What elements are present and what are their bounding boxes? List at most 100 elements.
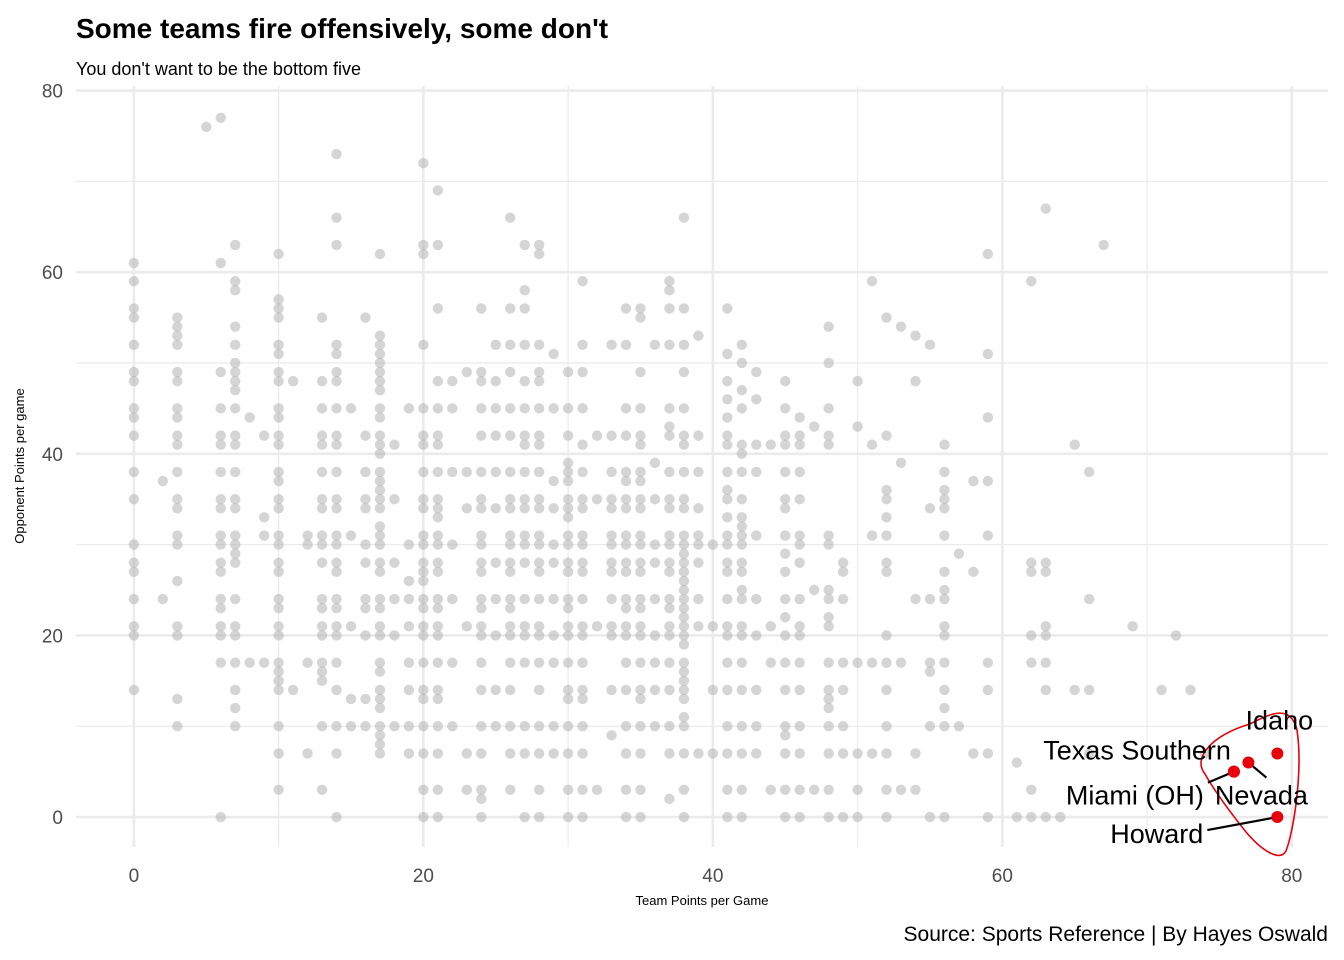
data-point [606, 339, 617, 351]
data-point [533, 630, 545, 641]
data-point [664, 557, 675, 568]
data-point [620, 657, 632, 668]
data-point [722, 539, 733, 550]
data-point [374, 684, 386, 696]
data-point [591, 493, 603, 505]
data-point [866, 276, 878, 287]
data-point [577, 657, 588, 668]
data-point [1026, 784, 1037, 795]
data-point [635, 684, 646, 696]
data-point [606, 539, 617, 550]
data-point [230, 430, 241, 441]
data-point [172, 312, 183, 323]
data-point [794, 811, 805, 823]
data-point [505, 466, 516, 478]
data-point [519, 539, 530, 550]
data-point [968, 566, 979, 578]
data-point [635, 312, 646, 323]
data-point [418, 239, 429, 251]
data-point [316, 621, 328, 632]
data-point [765, 621, 776, 632]
data-point [273, 475, 284, 487]
data-point [374, 702, 386, 714]
data-point [635, 811, 646, 823]
data-point [837, 566, 849, 578]
data-point [722, 621, 733, 632]
data-point [273, 248, 284, 260]
data-point [505, 430, 516, 441]
data-point [230, 285, 241, 296]
data-point [866, 439, 878, 450]
data-point [360, 593, 371, 605]
data-point [244, 657, 255, 668]
data-point [273, 339, 284, 351]
data-point [172, 503, 183, 514]
data-point [823, 539, 834, 550]
data-point [678, 303, 690, 314]
chart-title: Some teams fire offensively, some don't [76, 13, 608, 44]
data-point [432, 621, 444, 632]
data-point [519, 430, 530, 441]
data-point [562, 503, 574, 514]
data-point [403, 621, 415, 632]
data-point [722, 512, 733, 523]
data-point [852, 748, 863, 759]
data-point [418, 748, 429, 759]
data-point [331, 530, 342, 541]
data-point [765, 784, 776, 795]
data-point [794, 784, 805, 795]
data-point [360, 602, 371, 614]
data-point [389, 493, 400, 505]
data-point [548, 348, 559, 360]
data-point [476, 503, 487, 514]
data-point [794, 593, 805, 605]
data-point [273, 748, 284, 759]
data-point [577, 721, 588, 732]
data-point [476, 557, 487, 568]
data-point [316, 493, 328, 505]
data-point [172, 321, 183, 332]
data-point [780, 530, 791, 541]
data-point [432, 466, 444, 478]
data-point [273, 675, 284, 687]
data-point [1055, 811, 1066, 823]
data-point [678, 212, 690, 223]
data-point [794, 621, 805, 632]
data-point [374, 412, 386, 423]
data-point [736, 684, 748, 696]
data-point [577, 339, 588, 351]
data-point [447, 657, 458, 668]
data-point [722, 593, 733, 605]
data-point [432, 530, 444, 541]
data-point [215, 621, 226, 632]
data-point [447, 593, 458, 605]
data-point [331, 239, 342, 251]
data-point [577, 366, 588, 378]
data-point [794, 493, 805, 505]
data-point [939, 466, 950, 478]
data-point [273, 666, 284, 677]
data-point [533, 530, 545, 541]
data-point [172, 412, 183, 423]
data-point [374, 621, 386, 632]
data-point [780, 403, 791, 414]
data-point [215, 530, 226, 541]
data-point [374, 357, 386, 369]
data-point [476, 403, 487, 414]
data-point [519, 748, 530, 759]
data-point [258, 512, 270, 523]
data-point [794, 430, 805, 441]
data-point [736, 621, 748, 632]
data-point [418, 811, 429, 823]
data-point [722, 484, 733, 496]
data-point [823, 684, 834, 696]
data-point [649, 630, 661, 641]
data-point [548, 593, 559, 605]
data-point [331, 348, 342, 360]
data-point [635, 430, 646, 441]
data-point [331, 602, 342, 614]
data-point [316, 675, 328, 687]
data-point [505, 784, 516, 795]
data-point [230, 357, 241, 369]
data-point [881, 430, 892, 441]
